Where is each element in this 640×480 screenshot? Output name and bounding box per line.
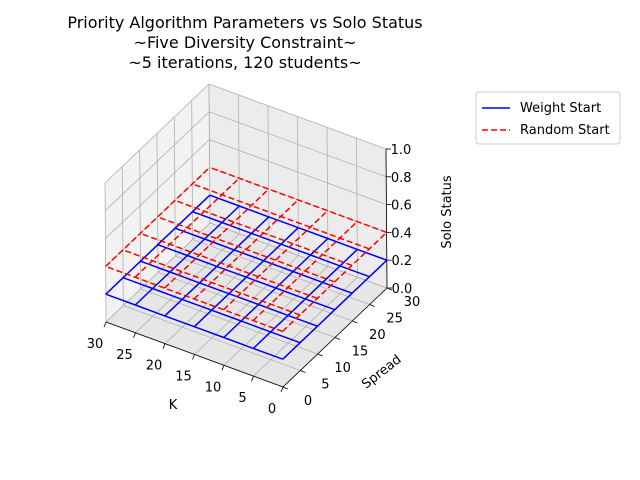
grid-line-z: [105, 139, 387, 239]
series-random-start: [105, 166, 388, 333]
z-axis-line: [385, 148, 388, 289]
legend-frame: [475, 91, 621, 145]
x-tick-label: 20: [146, 359, 163, 374]
legend-label: Weight Start: [520, 101, 601, 116]
y-tick-label: 20: [369, 328, 386, 343]
x-tick-mark: [192, 354, 195, 360]
z-tick-label: 0.4: [391, 226, 412, 241]
x-tick-mark: [133, 332, 136, 338]
title-line: ~Five Diversity Constraint~: [134, 33, 357, 52]
wire-line: [209, 194, 388, 261]
z-tick-label: 0.6: [391, 199, 412, 214]
x-tick-label: 30: [87, 337, 104, 352]
z-axis-label: Solo Status: [440, 175, 455, 249]
title-line: ~5 iterations, 120 students~: [128, 53, 361, 72]
y-tick-mark: [300, 370, 306, 373]
series-group: [105, 166, 388, 360]
wire-line: [105, 265, 283, 333]
wire-line: [174, 227, 353, 294]
x-tick-mark: [221, 365, 225, 371]
x-tick-label: 25: [116, 348, 133, 363]
z-tick-label: 0.0: [392, 282, 413, 297]
y-tick-label: 5: [321, 378, 329, 393]
wire-line: [192, 183, 370, 250]
z-tick-label: 0.8: [391, 171, 412, 186]
y-tick-label: 0: [304, 394, 312, 409]
series-weight-start: [105, 194, 388, 360]
wire-line: [223, 210, 329, 311]
x-tick-mark: [162, 343, 166, 349]
wire-line: [192, 210, 370, 278]
title-line: Priority Algorithm Parameters vs Solo St…: [67, 13, 422, 32]
wire-line: [157, 216, 335, 283]
y-tick-mark: [369, 304, 375, 307]
wire-line: [122, 276, 301, 344]
y-tick-label: 10: [334, 361, 351, 376]
wire-line: [140, 232, 318, 300]
wire-line: [140, 260, 318, 327]
x-tick-label: 0: [268, 402, 276, 417]
x-tick-label: 10: [205, 380, 222, 395]
y-tick-mark: [282, 386, 289, 390]
chart-title: Priority Algorithm Parameters vs Solo St…: [67, 13, 422, 72]
x-tick-mark: [251, 376, 254, 382]
wire-line: [122, 249, 301, 316]
grid-line-z: [105, 222, 388, 323]
y-tick-mark: [352, 320, 358, 324]
y-tick-label: 30: [404, 295, 421, 310]
wire-line: [209, 166, 387, 234]
x-tick-mark: [103, 321, 107, 328]
legend-label: Random Start: [520, 123, 610, 138]
y-tick-label: 25: [386, 312, 403, 327]
wire-line: [157, 243, 336, 311]
x-tick-label: 15: [175, 370, 192, 385]
wire-line: [105, 166, 211, 267]
legend: Weight Start Random Start: [475, 91, 621, 145]
y-tick-label: 15: [352, 345, 369, 360]
grid-line-z: [104, 111, 387, 212]
wire-line: [174, 199, 353, 267]
y-tick-mark: [317, 353, 323, 357]
z-tick-label: 1.0: [391, 143, 412, 158]
x-tick-mark: [280, 386, 284, 393]
x-tick-label: 5: [238, 391, 246, 406]
z-tick-label: 0.2: [391, 254, 412, 269]
x-axis-label: K: [169, 398, 178, 413]
grid-line-z: [104, 83, 387, 184]
wire-line: [105, 293, 284, 360]
wire-line: [164, 188, 270, 289]
y-tick-mark: [334, 337, 341, 340]
